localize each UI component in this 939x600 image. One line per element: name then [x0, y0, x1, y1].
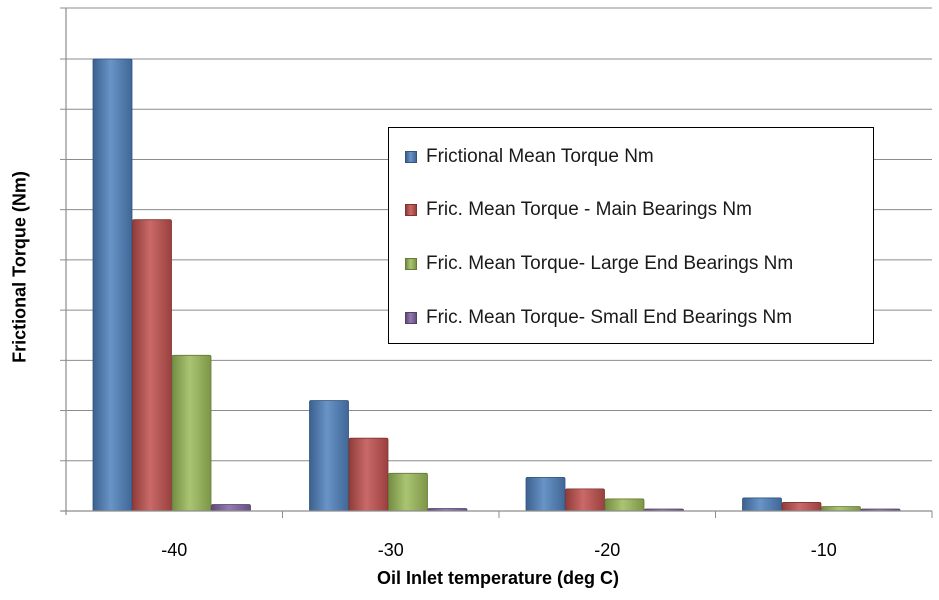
- y-axis-title: Frictional Torque (Nm): [9, 171, 30, 363]
- x-tick-label: -10: [811, 540, 837, 560]
- x-tick-label: -20: [594, 540, 620, 560]
- legend-label: Fric. Mean Torque - Main Bearings Nm: [426, 199, 752, 220]
- legend-item: Frictional Mean Torque Nm: [405, 146, 654, 168]
- bar: [388, 472, 428, 512]
- bar: [525, 476, 566, 512]
- bar: [742, 497, 782, 512]
- legend-item: Fric. Mean Torque- Small End Bearings Nm: [405, 307, 792, 329]
- bar: [348, 437, 389, 512]
- bar: [92, 58, 133, 512]
- x-tick-labels: -40 -30 -20 -10: [161, 540, 837, 560]
- bar: [821, 506, 861, 512]
- bar: [565, 488, 605, 512]
- legend-label: Frictional Mean Torque Nm: [426, 146, 654, 167]
- bars: [92, 58, 901, 512]
- x-tick-label: -40: [161, 540, 187, 560]
- bar: [309, 400, 349, 512]
- x-tick-label: -30: [378, 540, 404, 560]
- bar: [781, 502, 822, 512]
- legend-swatch-4: [405, 312, 417, 324]
- legend-label: Fric. Mean Torque- Small End Bearings Nm: [426, 307, 793, 328]
- legend-swatch-1: [405, 151, 417, 163]
- legend-item: Fric. Mean Torque - Main Bearings Nm: [405, 199, 752, 221]
- x-axis-title: Oil Inlet temperature (deg C): [376, 568, 620, 588]
- legend-swatch-2: [405, 204, 417, 216]
- legend: Frictional Mean Torque Nm Fric. Mean Tor…: [388, 127, 874, 344]
- legend-swatch-3: [405, 258, 417, 270]
- axes: [60, 7, 933, 518]
- bar: [132, 219, 172, 512]
- bar: [211, 504, 251, 512]
- bar: [604, 498, 645, 512]
- legend-item: Fric. Mean Torque- Large End Bearings Nm: [405, 253, 793, 275]
- bar: [171, 354, 212, 512]
- legend-label: Fric. Mean Torque- Large End Bearings Nm: [426, 253, 794, 274]
